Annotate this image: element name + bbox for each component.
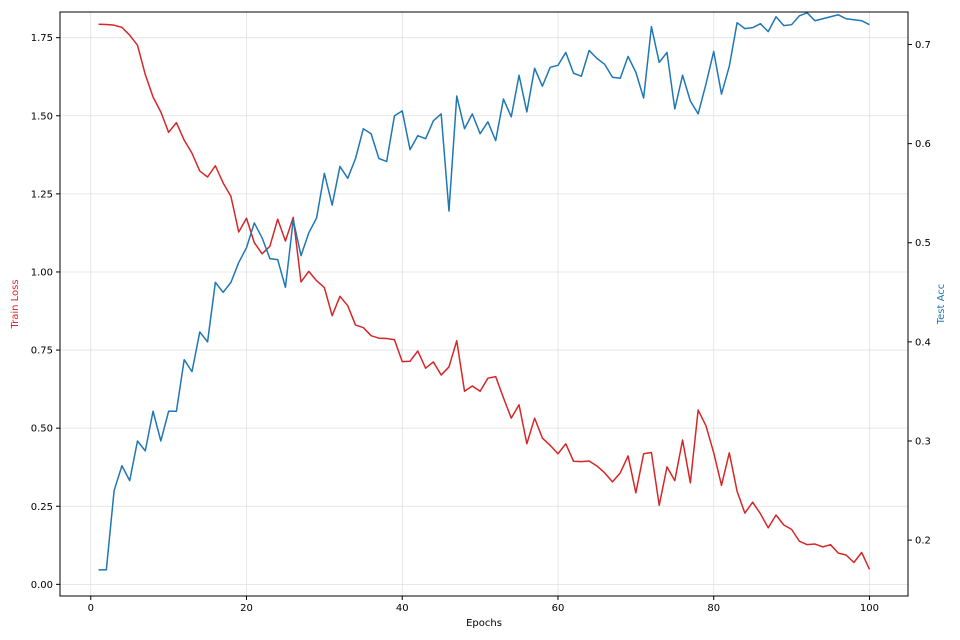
x-tick-label: 100 bbox=[860, 603, 879, 614]
y-left-tick-label: 1.25 bbox=[31, 189, 53, 200]
y-left-tick-label: 0.00 bbox=[31, 580, 53, 591]
x-tick-label: 60 bbox=[552, 603, 565, 614]
y-left-tick-label: 1.50 bbox=[31, 111, 53, 122]
y-right-tick-label: 0.5 bbox=[915, 238, 931, 249]
y-left-axis-label: Train Loss bbox=[10, 279, 21, 329]
series-layer bbox=[98, 12, 871, 571]
y-left-axis-ticks: 0.00 0.25 0.50 0.75 1.00 1.25 1.50 1.75 bbox=[31, 33, 60, 591]
y-left-tick-label: 0.75 bbox=[31, 346, 53, 357]
x-tick-label: 20 bbox=[240, 603, 253, 614]
y-left-tick-label: 0.25 bbox=[31, 502, 53, 513]
y-right-tick-label: 0.4 bbox=[915, 337, 931, 348]
y-right-tick-label: 0.3 bbox=[915, 436, 931, 447]
plot-frame bbox=[59, 11, 909, 597]
test-acc-line bbox=[98, 12, 870, 571]
grid bbox=[60, 12, 908, 596]
y-left-tick-label: 0.50 bbox=[31, 424, 53, 435]
y-left-tick-label: 1.75 bbox=[31, 33, 53, 44]
y-right-tick-label: 0.2 bbox=[915, 536, 931, 547]
x-tick-label: 40 bbox=[396, 603, 409, 614]
y-right-tick-label: 0.6 bbox=[915, 139, 931, 150]
y-right-axis-label: Test Acc bbox=[936, 284, 947, 326]
x-tick-label: 80 bbox=[707, 603, 720, 614]
y-right-tick-label: 0.7 bbox=[915, 40, 931, 51]
train-loss-line bbox=[98, 23, 871, 570]
x-tick-label: 0 bbox=[88, 603, 94, 614]
y-left-tick-label: 1.00 bbox=[31, 267, 53, 278]
y-right-axis-ticks: 0.2 0.3 0.4 0.5 0.6 0.7 bbox=[908, 40, 931, 547]
x-axis-ticks: 0 20 40 60 80 100 bbox=[88, 596, 879, 614]
x-axis-label: Epochs bbox=[466, 618, 502, 629]
